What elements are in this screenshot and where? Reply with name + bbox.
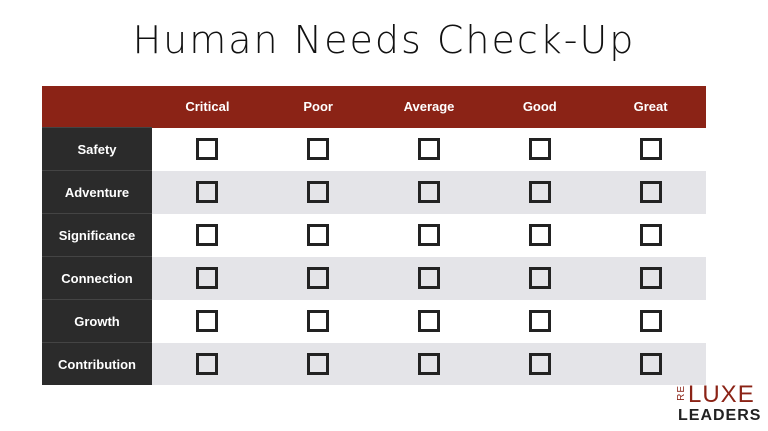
cell <box>484 299 596 343</box>
cell <box>373 299 485 343</box>
checkbox[interactable] <box>196 138 219 160</box>
checkbox[interactable] <box>528 310 551 332</box>
row-header: Significance <box>42 213 152 257</box>
cell <box>262 342 374 385</box>
cell <box>262 127 374 171</box>
cell <box>152 170 263 214</box>
checkbox[interactable] <box>639 310 662 332</box>
cell <box>152 256 263 300</box>
column-header: Good <box>484 86 596 128</box>
table-body: Safety Adventure Significance Connection Gro… <box>42 127 706 385</box>
checkbox[interactable] <box>196 267 219 289</box>
cell <box>484 127 596 171</box>
cell <box>373 170 485 214</box>
cell <box>152 127 263 171</box>
cell <box>152 342 263 385</box>
cell <box>373 256 485 300</box>
column-header: Poor <box>262 86 374 128</box>
checkbox[interactable] <box>639 181 662 203</box>
cell <box>152 299 263 343</box>
logo-main: LUXE <box>688 381 755 408</box>
cell <box>484 170 596 214</box>
cell <box>262 299 374 343</box>
cell <box>595 256 706 300</box>
cell <box>262 213 374 257</box>
table-row: Growth <box>42 299 706 343</box>
corner <box>42 86 152 128</box>
checkbox[interactable] <box>639 267 662 289</box>
checkbox[interactable] <box>528 352 551 375</box>
cell <box>152 213 263 257</box>
checkbox[interactable] <box>639 224 662 246</box>
table-row: Significance <box>42 213 706 257</box>
checkbox[interactable] <box>417 267 440 289</box>
checkbox[interactable] <box>528 267 551 289</box>
checkbox[interactable] <box>528 181 551 203</box>
cell <box>373 127 485 171</box>
row-header: Connection <box>42 256 152 300</box>
logo-sub: LEADERS <box>678 407 762 424</box>
logo-prefix: RE <box>676 385 687 401</box>
checkbox[interactable] <box>639 138 662 160</box>
cell <box>262 170 374 214</box>
table-row: Contribution <box>42 342 706 385</box>
column-header: Critical <box>152 86 263 128</box>
checkbox[interactable] <box>528 224 551 246</box>
checkbox[interactable] <box>196 224 219 246</box>
cell <box>595 170 706 214</box>
row-header: Safety <box>42 127 152 171</box>
checkbox[interactable] <box>196 352 219 375</box>
checkbox[interactable] <box>307 267 330 289</box>
checkup-table: Critical Poor Average Good Great Safety Adven… <box>42 86 706 385</box>
cell <box>373 342 485 385</box>
checkbox[interactable] <box>528 138 551 160</box>
row-header: Growth <box>42 299 152 343</box>
column-header: Average <box>373 86 485 128</box>
cell <box>595 299 706 343</box>
checkbox[interactable] <box>307 181 330 203</box>
table-row: Safety <box>42 127 706 171</box>
checkbox[interactable] <box>307 310 330 332</box>
cell <box>484 213 596 257</box>
checkbox[interactable] <box>417 138 440 160</box>
checkbox[interactable] <box>307 138 330 160</box>
cell <box>595 127 706 171</box>
row-header: Adventure <box>42 170 152 214</box>
table-row: Adventure <box>42 170 706 214</box>
checkbox[interactable] <box>196 181 219 203</box>
cell <box>595 342 706 385</box>
column-header: Great <box>595 86 706 128</box>
checkbox[interactable] <box>196 310 219 332</box>
checkbox[interactable] <box>417 181 440 203</box>
title: Human Needs Check-Up <box>132 18 636 62</box>
cell <box>262 256 374 300</box>
cell <box>595 213 706 257</box>
cell <box>484 256 596 300</box>
logo: RE LUXE LEADERS <box>676 383 760 427</box>
checkbox[interactable] <box>307 352 330 375</box>
checkbox[interactable] <box>639 352 662 375</box>
cell <box>373 213 485 257</box>
checkbox[interactable] <box>417 224 440 246</box>
checkbox[interactable] <box>307 224 330 246</box>
table-row: Connection <box>42 256 706 300</box>
header-row: Critical Poor Average Good Great <box>42 86 706 128</box>
cell <box>484 342 596 385</box>
checkbox[interactable] <box>417 310 440 332</box>
row-header: Contribution <box>42 342 152 385</box>
checkbox[interactable] <box>417 352 440 375</box>
